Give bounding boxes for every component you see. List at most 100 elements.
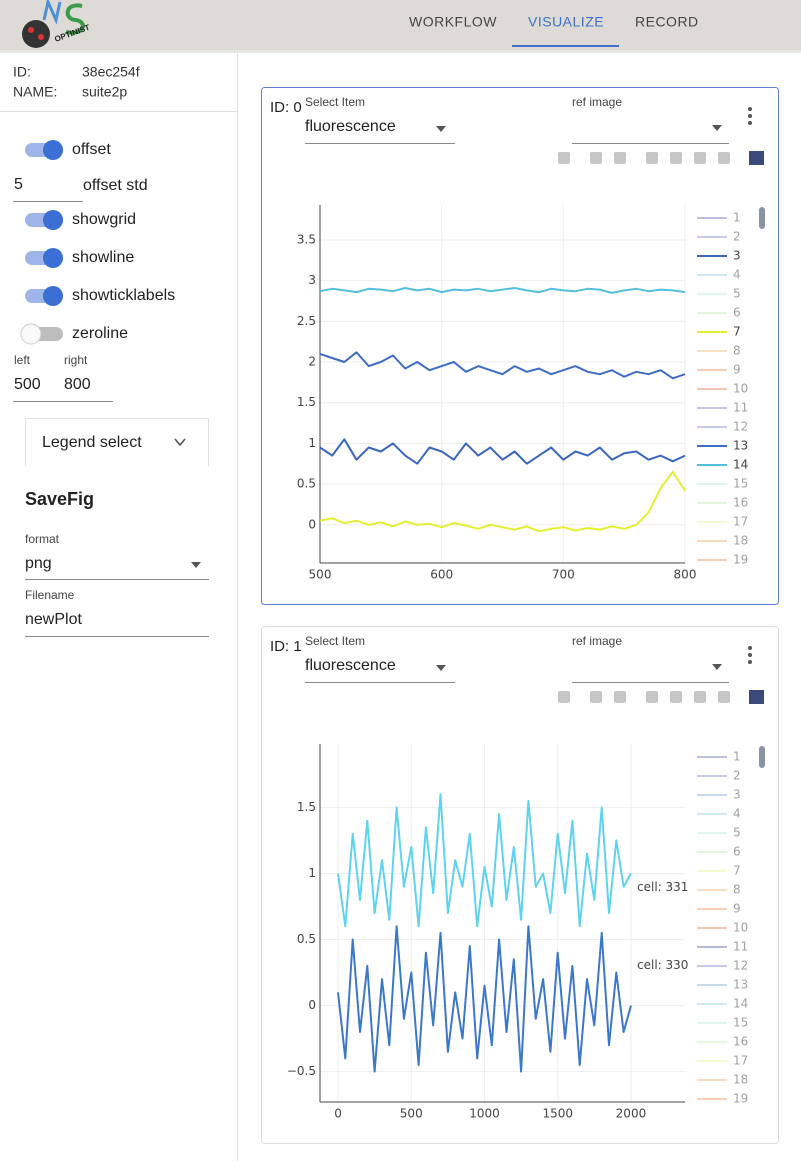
legend-label[interactable]: 8 bbox=[733, 344, 741, 358]
menu-dot[interactable] bbox=[748, 114, 752, 118]
select-value[interactable]: fluorescence bbox=[305, 657, 396, 674]
name-value: suite2p bbox=[82, 84, 127, 100]
legend-label[interactable]: 18 bbox=[733, 1073, 748, 1087]
x-tick-label: 800 bbox=[674, 568, 697, 582]
legend-label[interactable]: 2 bbox=[733, 230, 741, 244]
legend-label[interactable]: 3 bbox=[733, 249, 741, 263]
input-underline bbox=[25, 579, 209, 580]
legend-label[interactable]: 9 bbox=[733, 363, 741, 377]
toolbar-logo[interactable] bbox=[749, 151, 764, 165]
y-tick-label: 0 bbox=[308, 998, 316, 1012]
toolbar-icon[interactable] bbox=[694, 152, 706, 164]
legend-label[interactable]: 11 bbox=[733, 401, 748, 415]
legend-label[interactable]: 19 bbox=[733, 1092, 748, 1106]
left-input[interactable]: 500 bbox=[14, 376, 41, 393]
toolbar-icon[interactable] bbox=[718, 152, 730, 164]
toolbar-icon[interactable] bbox=[670, 691, 682, 703]
legend-select-box[interactable] bbox=[25, 418, 209, 467]
offset-std-input[interactable]: 5 bbox=[14, 176, 23, 193]
legend-label[interactable]: 2 bbox=[733, 769, 741, 783]
toolbar-icon[interactable] bbox=[614, 691, 626, 703]
dropdown-arrow bbox=[712, 664, 722, 670]
switch-knob[interactable] bbox=[20, 323, 42, 345]
legend-label[interactable]: 17 bbox=[733, 1054, 748, 1068]
legend-label[interactable]: 12 bbox=[733, 420, 748, 434]
menu-dot[interactable] bbox=[748, 646, 752, 650]
id-value: 38ec254f bbox=[82, 64, 140, 80]
switch-knob[interactable] bbox=[43, 286, 63, 306]
legend-label[interactable]: 8 bbox=[733, 883, 741, 897]
legend-label[interactable]: 1 bbox=[733, 750, 741, 764]
legend-label[interactable]: 12 bbox=[733, 959, 748, 973]
select-underline bbox=[572, 682, 729, 683]
toolbar-icon[interactable] bbox=[558, 691, 570, 703]
input-underline bbox=[13, 201, 83, 202]
legend-label[interactable]: 13 bbox=[733, 978, 748, 992]
legend-label[interactable]: 7 bbox=[733, 325, 741, 339]
ref-label: ref image bbox=[572, 634, 622, 648]
toolbar-icon[interactable] bbox=[646, 691, 658, 703]
legend-label[interactable]: 10 bbox=[733, 921, 748, 935]
toolbar-icon[interactable] bbox=[590, 152, 602, 164]
legend-label[interactable]: 9 bbox=[733, 902, 741, 916]
legend-label[interactable]: 6 bbox=[733, 306, 741, 320]
legend-label[interactable]: 11 bbox=[733, 940, 748, 954]
expand-icon bbox=[174, 438, 186, 447]
plot-panel[interactable] bbox=[261, 87, 779, 605]
legend-label[interactable]: 16 bbox=[733, 1035, 748, 1049]
nav-tab[interactable]: VISUALIZE bbox=[528, 14, 604, 30]
legend-label[interactable]: 17 bbox=[733, 515, 748, 529]
switch-knob[interactable] bbox=[43, 248, 63, 268]
legend-label[interactable]: 3 bbox=[733, 788, 741, 802]
switch-label: showline bbox=[72, 249, 134, 266]
nav-tab[interactable]: WORKFLOW bbox=[409, 14, 497, 30]
filename-input[interactable]: newPlot bbox=[25, 611, 82, 628]
panel-id: ID: 0 bbox=[270, 99, 302, 116]
nav-tab[interactable]: RECORD bbox=[635, 14, 699, 30]
legend-label[interactable]: 5 bbox=[733, 287, 741, 301]
legend-label[interactable]: 6 bbox=[733, 845, 741, 859]
legend-scrollbar[interactable] bbox=[759, 207, 765, 229]
legend-label[interactable]: 1 bbox=[733, 211, 741, 225]
menu-dot[interactable] bbox=[748, 660, 752, 664]
legend-scrollbar[interactable] bbox=[759, 746, 765, 768]
menu-dot[interactable] bbox=[748, 121, 752, 125]
legend-label[interactable]: 15 bbox=[733, 477, 748, 491]
legend-select-label[interactable]: Legend select bbox=[42, 434, 142, 451]
legend-label[interactable]: 4 bbox=[733, 268, 741, 282]
switch-knob[interactable] bbox=[43, 140, 63, 160]
legend-label[interactable]: 5 bbox=[733, 826, 741, 840]
legend-label[interactable]: 16 bbox=[733, 496, 748, 510]
legend-label[interactable]: 13 bbox=[733, 439, 748, 453]
ref-label: ref image bbox=[572, 95, 622, 109]
legend-label[interactable]: 18 bbox=[733, 534, 748, 548]
switch-knob[interactable] bbox=[43, 210, 63, 230]
right-input[interactable]: 800 bbox=[64, 376, 91, 393]
format-select[interactable]: png bbox=[25, 555, 52, 572]
menu-dot[interactable] bbox=[748, 653, 752, 657]
x-tick-label: 700 bbox=[552, 568, 575, 582]
legend-label[interactable]: 15 bbox=[733, 1016, 748, 1030]
toolbar-icon[interactable] bbox=[718, 691, 730, 703]
toolbar-logo[interactable] bbox=[749, 690, 764, 704]
toolbar-icon[interactable] bbox=[694, 691, 706, 703]
legend-label[interactable]: 7 bbox=[733, 864, 741, 878]
toolbar-icon[interactable] bbox=[670, 152, 682, 164]
toolbar-icon[interactable] bbox=[590, 691, 602, 703]
toolbar-icon[interactable] bbox=[646, 152, 658, 164]
x-tick-label: 0 bbox=[334, 1107, 342, 1121]
legend-label[interactable]: 19 bbox=[733, 553, 748, 567]
legend-label[interactable]: 4 bbox=[733, 807, 741, 821]
toolbar-icon[interactable] bbox=[614, 152, 626, 164]
y-tick-label: 3.5 bbox=[297, 232, 316, 246]
menu-dot[interactable] bbox=[748, 107, 752, 111]
legend-label[interactable]: 14 bbox=[733, 997, 748, 1011]
toolbar-icon[interactable] bbox=[558, 152, 570, 164]
legend-label[interactable]: 14 bbox=[733, 458, 748, 472]
select-value[interactable]: fluorescence bbox=[305, 118, 396, 135]
logo-dot bbox=[28, 27, 34, 33]
data-line bbox=[319, 351, 686, 380]
legend-label[interactable]: 10 bbox=[733, 382, 748, 396]
y-tick-label: 1 bbox=[308, 866, 316, 880]
